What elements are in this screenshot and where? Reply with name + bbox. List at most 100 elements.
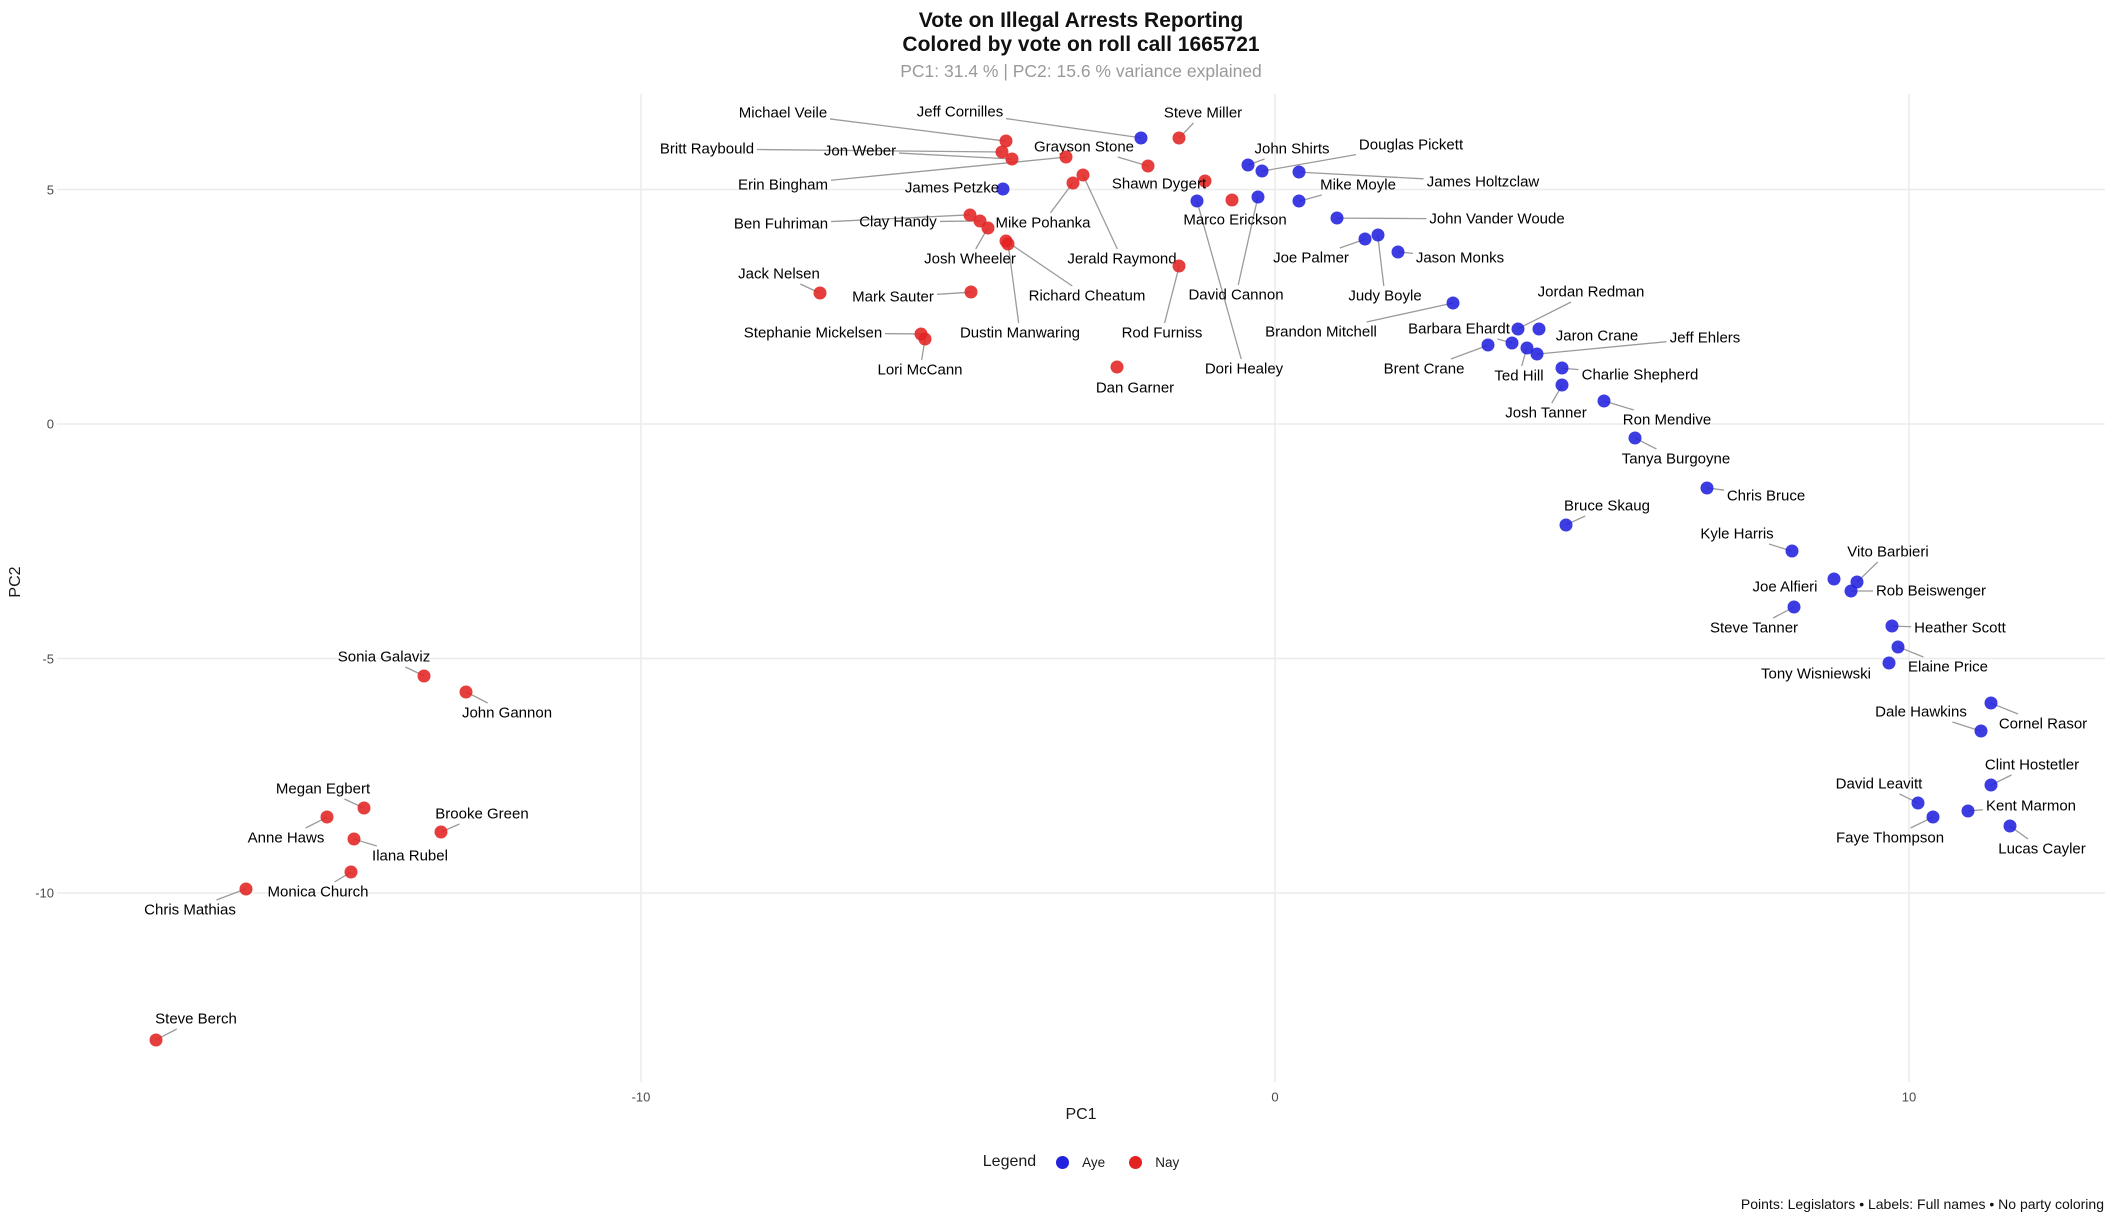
point-megan-egbert <box>357 801 371 815</box>
point-dale-hawkins <box>1974 724 1988 738</box>
point-cornel-rasor <box>1984 696 1998 710</box>
label-ted-hill: Ted Hill <box>1494 367 1544 385</box>
leader-line-brandon-mitchell <box>1366 302 1454 323</box>
label-dustin-manwaring: Dustin Manwaring <box>959 324 1081 342</box>
label-clint-hostetler: Clint Hostetler <box>1984 756 2080 774</box>
label-douglas-pickett: Douglas Pickett <box>1358 136 1464 154</box>
label-barbara-ehardt: Barbara Ehardt <box>1408 320 1510 338</box>
label-tanya-burgoyne: Tanya Burgoyne <box>1621 450 1731 468</box>
label-steve-tanner: Steve Tanner <box>1709 619 1799 637</box>
label-dori-healey: Dori Healey <box>1204 360 1284 378</box>
point-jon-weber <box>1005 152 1019 166</box>
label-brooke-green: Brooke Green <box>435 805 529 823</box>
point-sonia-galaviz <box>417 669 431 683</box>
label-jaron-crane: Jaron Crane <box>1555 327 1639 345</box>
label-charlie-shepherd: Charlie Shepherd <box>1581 366 1699 384</box>
label-jordan-redman: Jordan Redman <box>1537 283 1645 301</box>
leader-line-jeff-ehlers <box>1536 341 1667 355</box>
point-josh-wheeler <box>981 221 995 235</box>
point-jason-monks <box>1391 245 1405 259</box>
point-ilana-rubel <box>347 832 361 846</box>
point-dustin-manwaring <box>1001 237 1015 251</box>
label-ben-fuhriman: Ben Fuhriman <box>733 215 829 233</box>
point-james-petzke <box>996 182 1010 196</box>
point-clint-hostetler <box>1984 778 1998 792</box>
point-lori-mccann <box>918 332 932 346</box>
point-judy-boyle <box>1371 228 1385 242</box>
leader-line-jerald-raymond <box>1082 174 1118 250</box>
point-barbara-ehardt <box>1505 336 1519 350</box>
leader-line-dori-healey <box>1196 201 1242 360</box>
point-grayson-stone <box>1141 159 1155 173</box>
label-mike-moyle: Mike Moyle <box>1320 176 1396 194</box>
label-judy-boyle: Judy Boyle <box>1348 287 1422 305</box>
point-james-holtzclaw <box>1292 165 1306 179</box>
point-faye-thompson <box>1926 810 1940 824</box>
point-chris-bruce <box>1700 481 1714 495</box>
chart-title-line1: Vote on Illegal Arrests Reporting <box>918 9 1244 32</box>
y-tick-label-5: 5 <box>46 182 54 197</box>
point-joe-alfieri <box>1827 572 1841 586</box>
chart-header: Vote on Illegal Arrests Reporting Colore… <box>57 9 2105 82</box>
label-john-vander-woude: John Vander Woude <box>1429 210 1565 228</box>
point-kent-marmon <box>1961 804 1975 818</box>
label-clay-handy: Clay Handy <box>859 213 937 231</box>
label-marco-erickson: Marco Erickson <box>1183 211 1287 229</box>
label-shawn-dygert: Shawn Dygert <box>1111 175 1207 193</box>
point-john-vander-woude <box>1330 211 1344 225</box>
leader-line-erin-bingham <box>830 156 1066 181</box>
point-mark-sauter <box>964 285 978 299</box>
label-mark-sauter: Mark Sauter <box>852 288 934 306</box>
label-jon-weber: Jon Weber <box>823 142 897 160</box>
point-heather-scott <box>1885 619 1899 633</box>
label-john-shirts: John Shirts <box>1254 140 1330 158</box>
x-axis-title: PC1 <box>1065 1106 1097 1123</box>
point-anne-haws <box>320 810 334 824</box>
label-tony-wisniewski: Tony Wisniewski <box>1760 665 1872 683</box>
label-chris-mathias: Chris Mathias <box>144 901 236 919</box>
label-james-holtzclaw: James Holtzclaw <box>1426 173 1540 191</box>
point-john-gannon <box>459 685 473 699</box>
point-mike-moyle <box>1292 194 1306 208</box>
leader-line-jordan-redman <box>1517 301 1572 330</box>
legend-label-nay: Nay <box>1155 1154 1180 1170</box>
label-grayson-stone: Grayson Stone <box>1033 138 1135 156</box>
leader-line-michael-veile <box>829 118 1007 142</box>
leader-line-clay-handy <box>939 220 981 223</box>
label-david-leavitt: David Leavitt <box>1835 775 1923 793</box>
label-lucas-cayler: Lucas Cayler <box>1998 840 2086 858</box>
point-michael-veile <box>999 134 1013 148</box>
point-jaron-crane <box>1532 322 1546 336</box>
label-mike-pohanka: Mike Pohanka <box>995 214 1091 232</box>
label-jeff-ehlers: Jeff Ehlers <box>1669 329 1741 347</box>
point-brandon-mitchell <box>1446 296 1460 310</box>
legend-dot-aye <box>1056 1155 1070 1169</box>
label-michael-veile: Michael Veile <box>738 104 828 122</box>
leader-line-richard-cheatum <box>1005 240 1073 287</box>
legend-item-nay: Nay <box>1129 1155 1179 1170</box>
leader-line-douglas-pickett <box>1261 154 1357 172</box>
point-chris-mathias <box>239 882 253 896</box>
label-jerald-raymond: Jerald Raymond <box>1067 250 1177 268</box>
chart-subtitle: PC1: 31.4 % | PC2: 15.6 % variance expla… <box>900 61 1262 82</box>
label-britt-raybould: Britt Raybould <box>659 140 755 158</box>
leader-line-david-cannon <box>1237 196 1259 286</box>
label-josh-wheeler: Josh Wheeler <box>924 250 1016 268</box>
point-jack-nelsen <box>813 286 827 300</box>
leader-line-britt-raybould <box>756 148 1002 153</box>
leader-line-dustin-manwaring <box>1007 243 1020 324</box>
label-megan-egbert: Megan Egbert <box>275 780 371 798</box>
point-rod-furniss <box>1172 259 1186 273</box>
label-brent-crane: Brent Crane <box>1383 360 1465 378</box>
y-tick-label--10: -10 <box>35 885 54 901</box>
leader-line-rod-furniss <box>1163 265 1180 324</box>
point-kyle-harris <box>1785 544 1799 558</box>
label-john-gannon: John Gannon <box>461 704 553 722</box>
point-brooke-green <box>434 825 448 839</box>
chart-title-line2: Colored by vote on roll call 1665721 <box>902 32 1260 56</box>
label-vito-barbieri: Vito Barbieri <box>1847 543 1929 561</box>
legend-item-aye: Aye <box>1056 1155 1105 1170</box>
point-joe-palmer <box>1358 232 1372 246</box>
label-sonia-galaviz: Sonia Galaviz <box>337 648 431 666</box>
